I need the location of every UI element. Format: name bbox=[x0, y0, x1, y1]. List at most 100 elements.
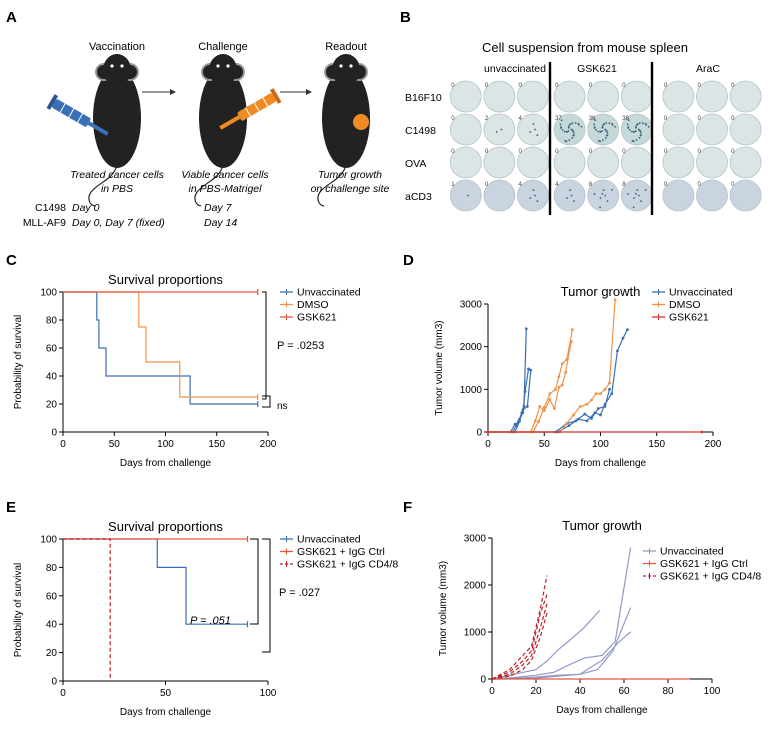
spot bbox=[536, 200, 539, 203]
spot bbox=[564, 139, 567, 142]
spot bbox=[560, 126, 563, 128]
panel-letter-e: E bbox=[6, 499, 16, 516]
data-point bbox=[560, 362, 564, 366]
step-readout-title: Readout bbox=[325, 41, 367, 53]
spot-count: 8 bbox=[589, 182, 593, 188]
series-line-gsk621-igg-cd4-8 bbox=[491, 594, 548, 680]
y-axis-label: Tumor volume (mm3) bbox=[434, 320, 445, 415]
p-value-c: P = .0253 bbox=[277, 340, 324, 352]
data-point bbox=[564, 370, 568, 374]
series-line-unvaccinated bbox=[63, 538, 248, 625]
spot bbox=[632, 130, 635, 133]
legend-label: GSK621 + IgG Ctrl bbox=[660, 558, 748, 570]
x-tick-label: 0 bbox=[60, 688, 66, 699]
spot-count: 0 bbox=[664, 83, 668, 89]
panel-letter-c: C bbox=[6, 252, 17, 269]
spot bbox=[597, 139, 600, 142]
x-tick-label: 150 bbox=[648, 439, 665, 450]
panel-letter-d: D bbox=[403, 252, 414, 269]
p-value-e-outer: P = .027 bbox=[279, 587, 320, 599]
panel-d: D Tumor growth Days from challenge Tumor v… bbox=[403, 252, 733, 469]
well bbox=[483, 113, 516, 146]
well bbox=[729, 146, 762, 179]
y-tick-label: 0 bbox=[51, 677, 57, 688]
data-point bbox=[610, 392, 614, 395]
spot bbox=[599, 206, 602, 209]
series-line-unvaccinated bbox=[488, 329, 629, 433]
arrow-icon bbox=[280, 89, 312, 95]
data-point bbox=[542, 405, 546, 409]
panel-b: B Cell suspension from mouse spleen unva… bbox=[400, 9, 762, 215]
spot bbox=[569, 189, 571, 192]
well bbox=[662, 80, 695, 113]
group-label: GSK621 bbox=[577, 63, 617, 75]
well bbox=[696, 80, 728, 113]
spot bbox=[601, 124, 604, 127]
spot bbox=[570, 128, 573, 131]
data-point bbox=[572, 413, 575, 417]
legend-label: DMSO bbox=[297, 299, 329, 311]
spot bbox=[560, 119, 563, 122]
panel-c: C Survival proportions Days from challeng… bbox=[6, 252, 361, 469]
row-label: B16F10 bbox=[405, 92, 442, 104]
spot bbox=[597, 130, 600, 133]
mouse-icon bbox=[194, 54, 247, 207]
schedule-cell: Day 0, Day 7 (fixed) bbox=[72, 217, 165, 229]
mouse-icon bbox=[88, 54, 141, 207]
data-point bbox=[583, 412, 587, 416]
caption: in PBS-Matrigel bbox=[189, 183, 263, 195]
spot-count: 36 bbox=[622, 116, 629, 122]
spot-count: 0 bbox=[555, 83, 559, 89]
y-tick-label: 0 bbox=[476, 428, 482, 439]
ns-label: ns bbox=[277, 401, 288, 412]
series-line-gsk621-igg-cd4-8 bbox=[491, 575, 548, 680]
spot bbox=[611, 188, 613, 191]
caption: in PBS bbox=[101, 183, 133, 195]
legend-label: GSK621 bbox=[297, 312, 337, 324]
data-point bbox=[576, 417, 580, 421]
sig-bracket bbox=[262, 395, 271, 408]
series-line-dmso bbox=[488, 329, 573, 433]
data-point bbox=[565, 358, 569, 361]
spot-count: 0 bbox=[731, 83, 735, 89]
caption: Tumor growth bbox=[318, 169, 382, 181]
spot-count: 37 bbox=[555, 116, 562, 122]
data-point bbox=[570, 328, 574, 331]
spot-count: 0 bbox=[519, 149, 523, 155]
spot-count: 0 bbox=[664, 149, 668, 155]
series-line-unvaccinated bbox=[488, 368, 530, 433]
spot-count: 0 bbox=[451, 149, 455, 155]
spot bbox=[638, 136, 641, 139]
y-tick-label: 60 bbox=[46, 344, 58, 355]
spot-count: 0 bbox=[451, 83, 455, 89]
data-point bbox=[585, 419, 589, 423]
sig-bracket bbox=[262, 538, 271, 653]
y-axis-label: Probability of survival bbox=[13, 315, 24, 409]
spot-count: 0 bbox=[731, 182, 735, 188]
well bbox=[662, 179, 695, 212]
spot bbox=[573, 200, 575, 203]
series-line-gsk621-igg-cd4-8 bbox=[491, 613, 548, 680]
data-point bbox=[603, 387, 607, 391]
legend-label: DMSO bbox=[669, 299, 701, 311]
spot-count: 0 bbox=[664, 182, 668, 188]
spot bbox=[495, 131, 498, 133]
data-point bbox=[608, 381, 611, 385]
well bbox=[729, 113, 762, 146]
spot bbox=[628, 129, 631, 131]
y-tick-label: 3000 bbox=[464, 534, 487, 545]
spot-count: 0 bbox=[698, 83, 702, 89]
spot-count: 4 bbox=[519, 182, 523, 188]
spot bbox=[567, 126, 570, 129]
y-tick-label: 0 bbox=[480, 675, 486, 686]
well bbox=[662, 113, 695, 146]
spot bbox=[632, 206, 635, 209]
spot bbox=[605, 134, 608, 137]
chart-title: Tumor growth bbox=[561, 284, 641, 299]
data-point bbox=[603, 402, 607, 406]
chart-d: Tumor growth Days from challenge Tumor vol… bbox=[434, 284, 733, 469]
caption: Viable cancer cells bbox=[181, 169, 269, 181]
spot bbox=[635, 139, 638, 141]
spot bbox=[500, 128, 503, 131]
data-point bbox=[567, 424, 571, 427]
